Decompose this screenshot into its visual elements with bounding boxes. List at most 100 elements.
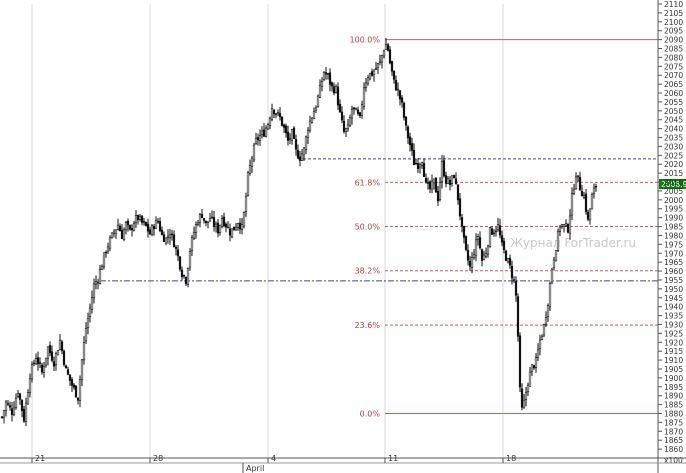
y-tick-label: 1985 <box>664 223 683 232</box>
candle-body <box>518 335 522 388</box>
candle-body <box>372 70 376 75</box>
candle-body <box>220 218 224 228</box>
candle-body <box>262 129 266 137</box>
candle-body <box>328 72 332 85</box>
candle-body <box>534 357 538 368</box>
candle-body <box>594 186 598 188</box>
candle-body <box>478 237 482 249</box>
candle-body <box>390 61 394 72</box>
candle-body <box>474 239 478 257</box>
candle-body <box>92 283 96 299</box>
candle-body <box>542 324 546 336</box>
candle-body <box>268 118 272 127</box>
candle-body <box>36 357 40 365</box>
y-tick-label: 2060 <box>664 89 683 98</box>
candle-body <box>538 339 542 349</box>
y-tick-label: 1860 <box>664 445 683 454</box>
candle-body <box>200 214 204 218</box>
candle-body <box>120 229 124 240</box>
candle-body <box>218 224 222 233</box>
candle-body <box>190 237 194 252</box>
level-labels: 100.0% 61.8% 50.0% 38.2% 23.6% 0.0% 2008.9 <box>349 36 686 418</box>
y-tick-label: 2005 <box>664 187 683 196</box>
candle-body <box>290 129 294 141</box>
candle-body <box>202 218 206 221</box>
candle-body <box>178 256 182 270</box>
candle-body <box>58 339 62 350</box>
candle-body <box>146 223 150 232</box>
candle-body <box>180 269 184 278</box>
candle-body <box>304 136 308 150</box>
candle-body <box>84 328 88 342</box>
y-tick-label: 2000 <box>664 196 683 205</box>
candle-body <box>54 353 58 366</box>
candle-body <box>140 215 144 223</box>
candle-body <box>296 149 300 159</box>
candle-body <box>260 130 264 135</box>
y-tick-label: 1995 <box>664 205 683 214</box>
candle-body <box>424 177 428 183</box>
candle-body <box>338 103 342 113</box>
x-axis: 21 28 4 11 18 April <box>0 454 686 473</box>
candle-body <box>592 187 596 195</box>
candle-body <box>514 281 518 296</box>
y-tick-label: 1965 <box>664 258 683 267</box>
candle-body <box>426 182 430 184</box>
candle-body <box>448 180 452 185</box>
candle-body <box>240 224 244 230</box>
candle-body <box>288 138 292 140</box>
candle-body <box>412 150 416 166</box>
x-tick-label: 18 <box>506 454 516 463</box>
candle-body <box>504 250 508 261</box>
candle-body <box>368 72 372 80</box>
candle-body <box>510 265 514 279</box>
candle-body <box>20 399 24 411</box>
candle-body <box>272 109 276 115</box>
candle-body <box>298 156 302 161</box>
candle-body <box>404 116 408 126</box>
candle-body <box>418 164 422 168</box>
current-price-label: 2008.9 <box>661 180 686 189</box>
candle-body <box>292 127 296 139</box>
candle-body <box>168 234 172 239</box>
candle-body <box>406 126 410 139</box>
candle-body <box>444 175 448 184</box>
fib-level-label: 23.6% <box>355 321 381 330</box>
candle-body <box>266 124 270 130</box>
y-tick-label: 2095 <box>664 27 683 36</box>
fib-level-label: 38.2% <box>355 267 381 276</box>
candle-body <box>276 111 280 114</box>
candle-body <box>252 144 256 161</box>
candle-body <box>280 116 284 126</box>
candle-body <box>50 351 54 361</box>
y-tick-label: 1890 <box>664 392 683 401</box>
candle-body <box>458 198 462 217</box>
fib-level-label: 50.0% <box>355 223 381 232</box>
candle-body <box>346 124 350 130</box>
fib-level-label: 100.0% <box>349 36 380 45</box>
candle-body <box>498 225 502 236</box>
candle-body <box>496 224 500 231</box>
x-month-label: April <box>246 464 264 473</box>
candle-body <box>470 257 474 269</box>
y-tick-label: 2035 <box>664 134 683 143</box>
candle-body <box>546 305 550 317</box>
candle-body <box>114 229 118 235</box>
candle-body <box>432 178 436 184</box>
y-tick-label: 2075 <box>664 62 683 71</box>
y-tick-label: 2015 <box>664 169 683 178</box>
y-tick-label: 2105 <box>664 9 683 18</box>
candle-body <box>234 226 238 231</box>
candle-body <box>204 220 208 224</box>
y-tick-label: 1945 <box>664 294 683 303</box>
candle-body <box>126 220 130 226</box>
candle-body <box>480 249 484 261</box>
candle-body <box>400 97 404 103</box>
candle-body <box>336 86 340 106</box>
candle-body <box>502 240 506 250</box>
y-tick-label: 1970 <box>664 249 683 258</box>
candle-body <box>388 49 392 64</box>
candle-body <box>286 131 290 141</box>
candle-body <box>548 283 552 308</box>
candle-body <box>10 408 14 415</box>
